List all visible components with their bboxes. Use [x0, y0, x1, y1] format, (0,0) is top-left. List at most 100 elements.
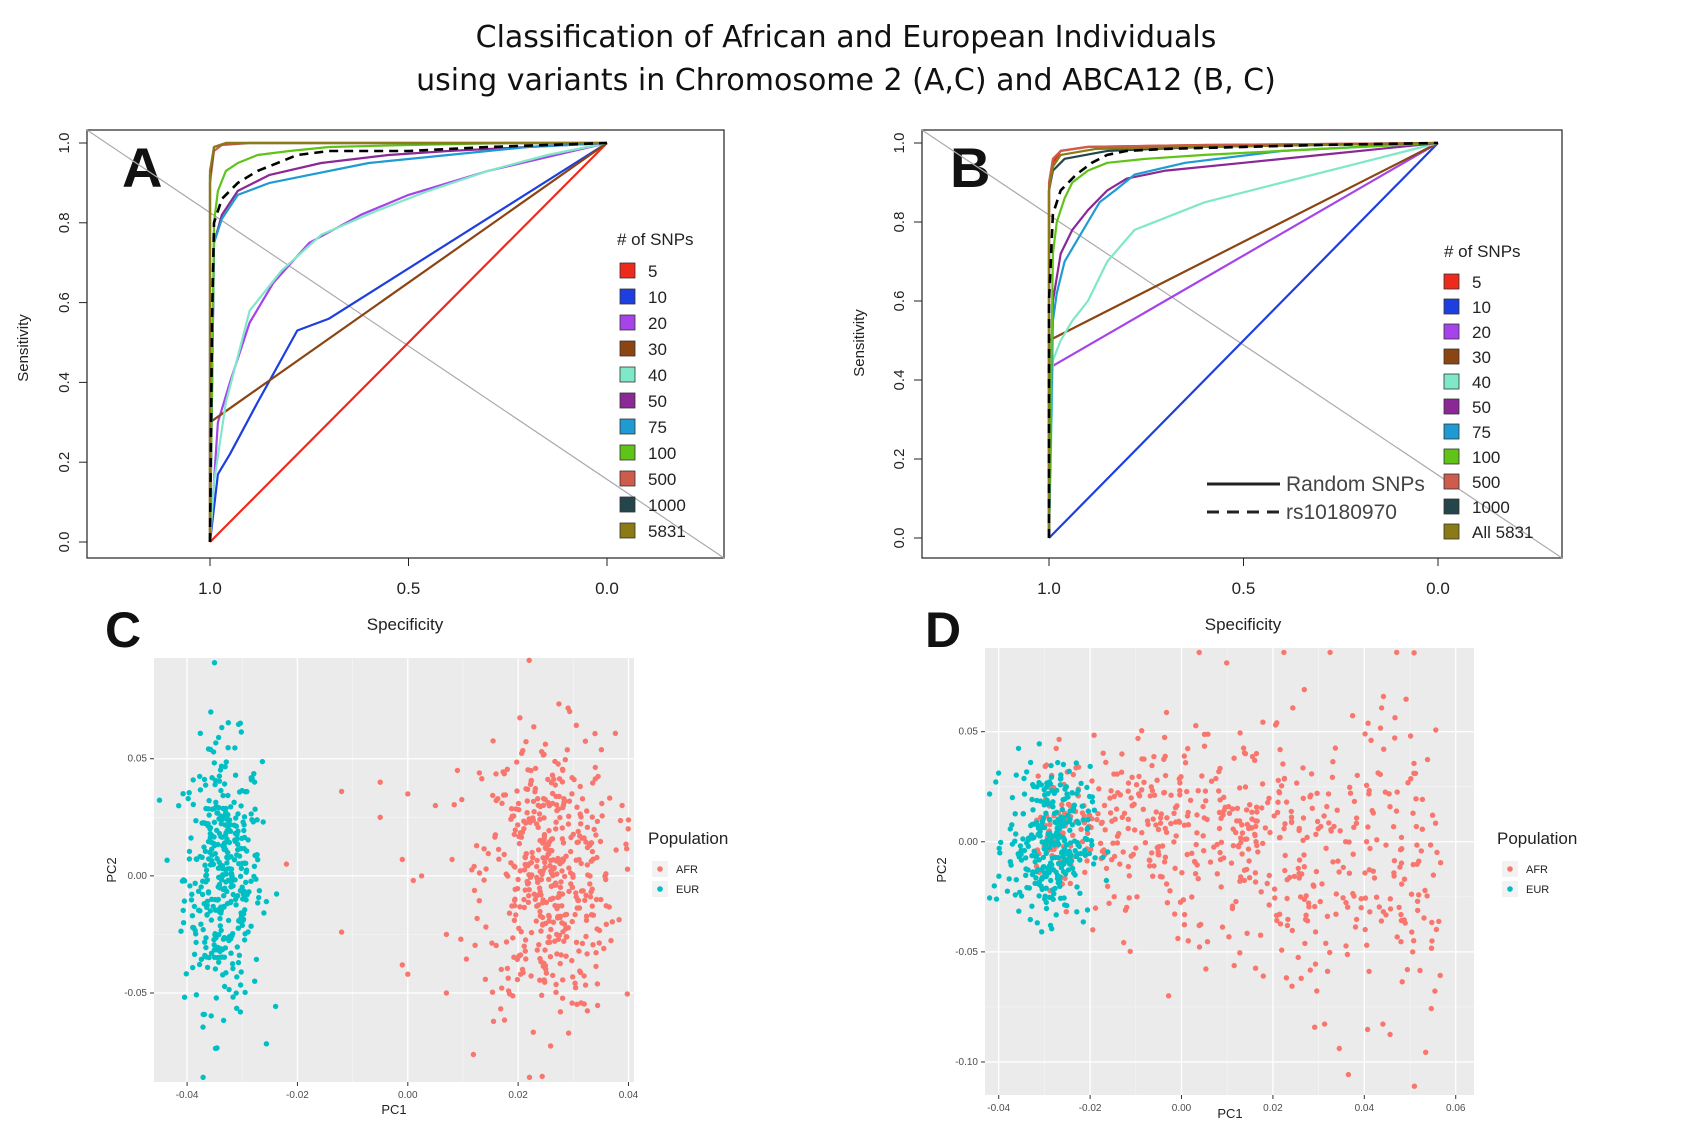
data-point-eur: [1075, 842, 1081, 848]
data-point-eur: [185, 795, 191, 802]
data-point-eur: [240, 896, 246, 902]
data-point-afr: [551, 865, 557, 871]
data-point-afr: [1189, 894, 1195, 900]
data-point-afr: [1107, 810, 1114, 816]
data-point-afr: [1297, 894, 1304, 900]
data-point-eur: [1058, 860, 1065, 866]
data-point-eur: [1039, 839, 1045, 845]
data-point-eur: [190, 964, 196, 971]
data-point-eur: [996, 873, 1002, 879]
data-point-eur: [207, 824, 214, 831]
data-point-afr: [1100, 750, 1106, 756]
data-point-afr: [583, 839, 589, 845]
data-point-eur: [1069, 790, 1075, 796]
data-point-afr: [1236, 818, 1243, 824]
data-point-afr: [1300, 765, 1306, 771]
data-point-afr: [1110, 840, 1116, 846]
data-point-afr: [1305, 900, 1312, 906]
x-tick-label: 0.02: [1263, 1103, 1283, 1114]
legend-key-10: [1443, 298, 1460, 315]
data-point-eur: [1020, 811, 1026, 817]
data-point-eur: [211, 937, 217, 943]
data-point-eur: [256, 888, 263, 894]
data-point-afr: [546, 934, 552, 940]
data-point-afr: [1429, 812, 1436, 818]
data-point-afr: [619, 802, 625, 809]
data-point-afr: [1325, 791, 1332, 797]
data-point-afr: [574, 804, 580, 810]
data-point-afr: [565, 925, 571, 931]
data-point-afr: [525, 899, 532, 905]
data-point-afr: [1351, 893, 1357, 899]
data-point-eur: [197, 787, 204, 793]
data-point-afr: [1181, 922, 1188, 928]
data-point-afr: [1128, 795, 1134, 801]
data-point-eur: [1031, 783, 1037, 790]
data-point-afr: [518, 834, 525, 840]
data-point-afr: [514, 976, 521, 983]
data-point-afr: [1133, 782, 1140, 788]
data-point-afr: [1035, 773, 1041, 779]
data-point-eur: [212, 966, 219, 972]
legend-key-eur: [657, 886, 663, 892]
data-point-afr: [1274, 809, 1281, 816]
data-point-afr: [1208, 778, 1215, 784]
data-point-afr: [561, 799, 568, 805]
data-point-eur: [217, 915, 223, 922]
data-point-eur: [1066, 768, 1072, 774]
data-point-afr: [523, 956, 529, 962]
data-point-afr: [1332, 745, 1339, 751]
data-point-eur: [218, 787, 224, 794]
data-point-eur: [1039, 876, 1045, 882]
data-point-afr: [481, 877, 487, 883]
data-point-eur: [1049, 862, 1055, 868]
data-point-eur: [1047, 817, 1053, 823]
data-point-afr: [560, 767, 566, 773]
data-point-afr: [1312, 961, 1319, 967]
data-point-afr: [1126, 895, 1132, 901]
data-point-eur: [215, 896, 221, 903]
data-point-afr: [1423, 1049, 1429, 1056]
data-point-afr: [1125, 825, 1131, 832]
data-point-eur: [1066, 818, 1072, 825]
data-point-afr: [1364, 942, 1370, 948]
data-point-eur: [201, 1011, 208, 1018]
data-point-afr: [508, 860, 514, 866]
data-point-afr: [1264, 880, 1270, 887]
data-point-eur: [220, 843, 226, 849]
data-point-afr: [1312, 903, 1318, 910]
data-point-afr: [1258, 889, 1264, 895]
data-point-eur: [1043, 873, 1050, 880]
data-point-afr: [541, 834, 548, 840]
data-point-eur: [1033, 852, 1040, 859]
data-point-eur: [1039, 929, 1045, 935]
data-point-eur: [229, 873, 235, 880]
data-point-eur: [1044, 797, 1050, 803]
data-point-afr: [1350, 851, 1356, 857]
data-point-eur: [181, 898, 188, 904]
data-point-eur: [224, 827, 230, 834]
data-point-afr: [1161, 734, 1168, 741]
data-point-afr: [599, 813, 605, 819]
data-point-afr: [1303, 893, 1309, 899]
data-point-eur: [192, 880, 198, 886]
data-point-afr: [1279, 947, 1285, 953]
data-point-afr: [536, 811, 543, 817]
data-point-afr: [535, 824, 541, 831]
data-point-eur: [1013, 877, 1019, 883]
data-point-eur: [189, 913, 196, 919]
data-point-eur: [208, 709, 214, 715]
data-point-afr: [1154, 777, 1160, 783]
data-point-afr: [1229, 903, 1236, 909]
data-point-eur: [206, 856, 212, 862]
data-point-afr: [606, 904, 612, 910]
data-point-eur: [1021, 791, 1028, 797]
data-point-afr: [1421, 915, 1427, 921]
data-point-eur: [1085, 808, 1092, 814]
data-point-afr: [1324, 968, 1331, 974]
data-point-eur: [1059, 806, 1066, 813]
data-point-afr: [1089, 778, 1095, 784]
data-point-afr: [537, 816, 543, 823]
data-point-afr: [535, 847, 542, 853]
data-point-afr: [1419, 826, 1426, 832]
